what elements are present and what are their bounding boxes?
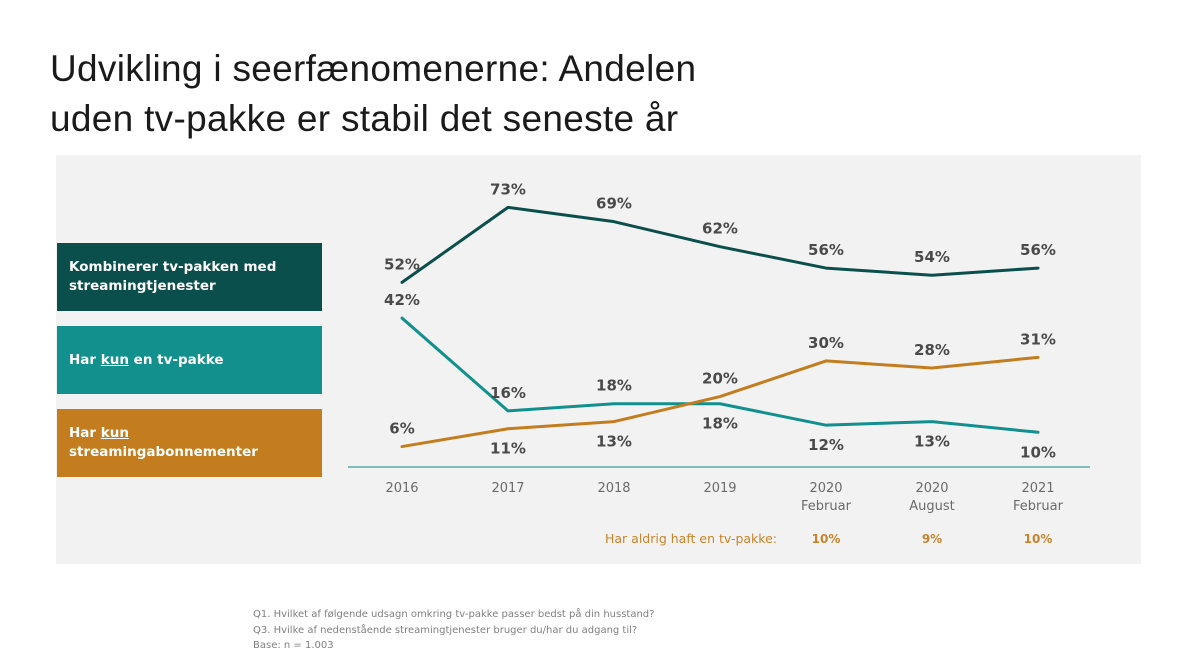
never-had-tv-value: 10%: [1024, 532, 1053, 546]
x-tick-label: August: [909, 499, 955, 514]
footnote-q1: Q1. Hvilket af følgende udsagn omkring t…: [253, 609, 655, 620]
title-line-1: Udvikling i seerfænomenerne: Andelen: [50, 48, 697, 89]
x-tick-label: 2020: [809, 481, 842, 496]
data-label: 18%: [702, 415, 738, 433]
footnote-q3: Q3. Hvilke af nedenstående streamingtjen…: [253, 624, 638, 636]
legend-item-combined: Kombinerer tv-pakken med streamingtjenes…: [57, 243, 322, 311]
x-tick-label: 2016: [385, 481, 418, 496]
series-line-0: [400, 205, 1040, 284]
x-tick-label: 2018: [597, 481, 630, 496]
data-label: 18%: [596, 377, 632, 395]
data-label: 69%: [596, 195, 632, 213]
never-had-tv-value: 9%: [922, 532, 942, 546]
legend-label: Har kun en tv-pakke: [69, 351, 224, 370]
series-line-2: [400, 355, 1040, 449]
data-label: 42%: [384, 291, 420, 309]
data-label: 16%: [490, 384, 526, 402]
data-label: 56%: [808, 241, 844, 259]
legend-label: Har kun streamingabonnementer: [69, 424, 322, 462]
footnotes: Q1. Hvilket af følgende udsagn omkring t…: [253, 607, 654, 654]
data-label: 52%: [384, 255, 420, 273]
data-label: 11%: [490, 440, 526, 458]
never-had-tv-label: Har aldrig haft en tv-pakke:: [605, 531, 777, 546]
legend-label-line-1: Kombinerer tv-pakken med: [69, 259, 277, 275]
legend-label-post: en tv-pakke: [128, 351, 224, 368]
x-tick-label: 2017: [491, 481, 524, 496]
data-label: 62%: [702, 220, 738, 238]
data-label: 54%: [914, 248, 950, 266]
data-label: 6%: [389, 420, 414, 438]
x-tick-label: Februar: [1013, 499, 1064, 514]
data-label: 31%: [1020, 330, 1056, 348]
legend-label-post: streamingabonnementer: [69, 444, 258, 460]
x-tick-label: 2019: [703, 481, 736, 496]
legend-label-pre: Har: [69, 351, 101, 368]
x-tick-label: Februar: [801, 499, 852, 514]
legend-label-emphasis: kun: [100, 351, 129, 368]
legend-label-line-2: streamingtjenester: [69, 278, 216, 294]
data-label: 28%: [914, 341, 950, 359]
legend-label-pre: Har: [69, 425, 101, 441]
series-line-1: [400, 316, 1040, 434]
data-label: 13%: [596, 433, 632, 451]
data-label: 13%: [914, 433, 950, 451]
data-label: 20%: [702, 370, 738, 388]
data-label: 56%: [1020, 241, 1056, 259]
title-line-2: uden tv-pakke er stabil det seneste år: [50, 98, 679, 139]
data-label: 73%: [490, 180, 526, 198]
never-had-tv-value: 10%: [812, 532, 841, 546]
data-label: 10%: [1020, 443, 1056, 461]
x-tick-label: 2020: [915, 481, 948, 496]
data-label: 12%: [808, 436, 844, 454]
data-label: 30%: [808, 334, 844, 352]
page-title: Udvikling i seerfænomenerne: Andelen ude…: [50, 44, 950, 144]
legend-item-tv-only: Har kun en tv-pakke: [57, 326, 322, 394]
legend-item-streaming-only: Har kun streamingabonnementer: [57, 409, 322, 477]
legend-label-emphasis: kun: [100, 425, 129, 441]
footnote-base: Base: n = 1.003: [253, 640, 334, 651]
x-tick-label: 2021: [1021, 481, 1054, 496]
